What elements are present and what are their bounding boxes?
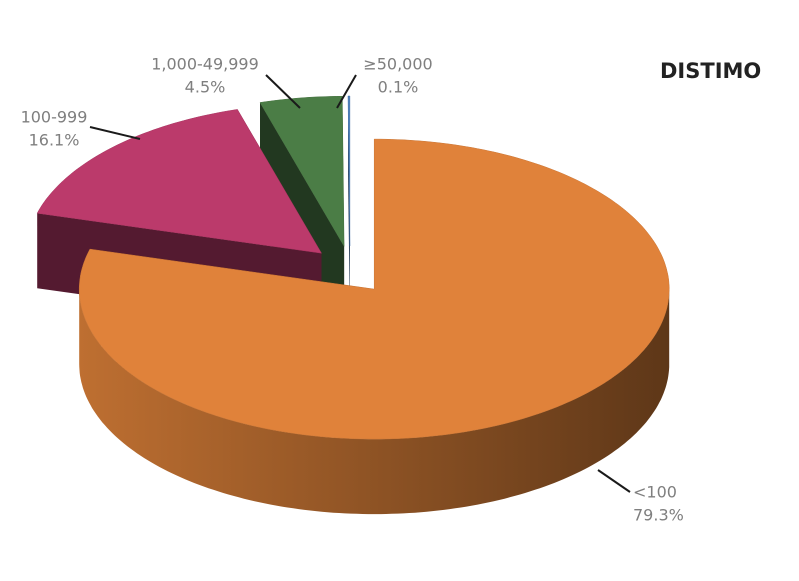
category-label: 1,000-49,999 <box>151 55 259 74</box>
leader-line <box>89 126 141 140</box>
value-label: 0.1% <box>378 78 419 97</box>
leader-line <box>597 469 631 493</box>
leader-line <box>336 74 357 109</box>
pie-slice <box>78 138 670 440</box>
category-label: <100 <box>633 483 677 502</box>
slice-side <box>260 102 345 322</box>
brand-logo: DISTIMO <box>660 59 761 83</box>
pie-slice <box>259 96 345 248</box>
slice-side <box>79 289 670 515</box>
leader-line <box>265 74 301 109</box>
value-label: 79.3% <box>633 506 684 525</box>
slice-tops <box>36 95 670 440</box>
pie-slice <box>36 109 322 254</box>
value-label: 16.1% <box>29 131 80 150</box>
category-label: ≥50,000 <box>363 55 432 74</box>
pie-slice <box>347 95 351 247</box>
value-label: 4.5% <box>185 78 226 97</box>
labels: <100 79.3% 100-999 16.1% 1,000-49,999 4.5% ≥50… <box>21 55 684 525</box>
category-label: 100-999 <box>21 108 88 127</box>
